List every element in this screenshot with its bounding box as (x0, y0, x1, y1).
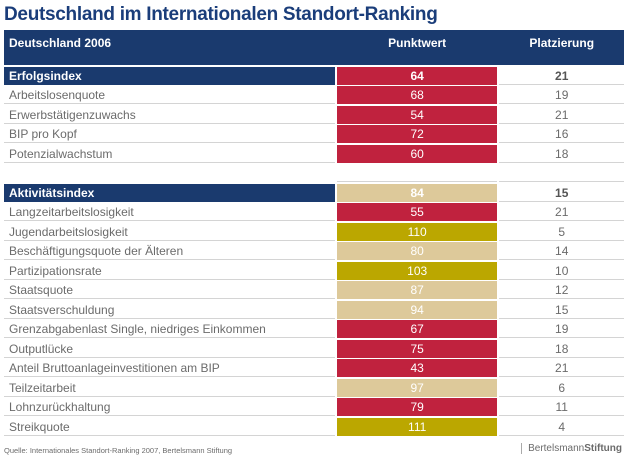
indicator-label: Outputlücke (4, 340, 335, 358)
indicator-score: 72 (336, 125, 498, 143)
table-body: Erfolgsindex 64 21 Arbeitslosenquote 68 19 Erw… (4, 66, 624, 436)
table-row: BIP pro Kopf 72 16 (4, 125, 624, 143)
indicator-rank: 21 (499, 106, 624, 124)
indicator-score: 43 (336, 359, 498, 377)
indicator-score: 111 (336, 417, 498, 436)
indicator-label: Streikquote (4, 418, 335, 436)
indicator-rank: 12 (499, 281, 624, 299)
indicator-rank: 18 (499, 145, 624, 163)
spacer-value (336, 164, 498, 182)
table-row: Staatsverschuldung 94 15 (4, 300, 624, 319)
indicator-rank: 21 (499, 359, 624, 377)
table-row: Jugendarbeitslosigkeit 110 5 (4, 222, 624, 241)
indicator-label: Arbeitslosenquote (4, 86, 335, 104)
indicator-label: Staatsverschuldung (4, 301, 335, 319)
table-row: Staatsquote 87 12 (4, 281, 624, 299)
indicator-rank: 18 (499, 340, 624, 358)
section-row: Aktivitätsindex 84 15 (4, 183, 624, 202)
bertelsmann-logo: BertelsmannStiftung (521, 443, 622, 454)
indicator-score: 97 (336, 378, 498, 397)
table-row: Streikquote 111 4 (4, 417, 624, 436)
indicator-score: 75 (336, 339, 498, 358)
indicator-rank: 16 (499, 125, 624, 143)
indicator-rank: 6 (499, 379, 624, 397)
indicator-label: BIP pro Kopf (4, 125, 335, 143)
header-score: Punktwert (388, 36, 447, 50)
indicator-label: Lohnzurückhaltung (4, 398, 335, 416)
indicator-score: 55 (336, 203, 498, 221)
indicator-rank: 4 (499, 418, 624, 436)
indicator-rank: 5 (499, 223, 624, 241)
indicator-score: 54 (336, 105, 498, 124)
indicator-rank: 21 (499, 203, 624, 221)
indicator-label: Potenzialwachstum (4, 145, 335, 163)
indicator-label: Teilzeitarbeit (4, 379, 335, 397)
section-label: Aktivitätsindex (4, 183, 335, 202)
logo-part-2: Stiftung (584, 443, 622, 454)
indicator-rank: 11 (499, 398, 624, 416)
header-country: Deutschland 2006 (9, 36, 112, 50)
indicator-rank: 14 (499, 242, 624, 260)
table-row: Outputlücke 75 18 (4, 339, 624, 358)
table-header: Deutschland 2006 Punktwert Platzierung (4, 30, 624, 65)
section-rank: 15 (499, 184, 624, 202)
spacer-row (4, 164, 624, 182)
table-row: Arbeitslosenquote 68 19 (4, 86, 624, 104)
indicator-score: 87 (336, 281, 498, 299)
indicator-label: Erwerbstätigenzuwachs (4, 106, 335, 124)
section-label: Erfolgsindex (4, 66, 335, 85)
page-title: Deutschland im Internationalen Standort-… (4, 4, 438, 25)
section-score: 64 (336, 66, 498, 85)
indicator-rank: 10 (499, 262, 624, 280)
spacer-label (4, 164, 335, 182)
logo-part-1: Bertelsmann (528, 443, 585, 454)
section-rank: 21 (499, 67, 624, 85)
indicator-label: Beschäftigungsquote der Älteren (4, 242, 335, 260)
indicator-score: 94 (336, 300, 498, 319)
indicator-rank: 19 (499, 320, 624, 338)
indicator-score: 68 (336, 86, 498, 104)
section-score: 84 (336, 183, 498, 202)
table-row: Lohnzurückhaltung 79 11 (4, 398, 624, 416)
indicator-label: Partizipationsrate (4, 262, 335, 280)
indicator-label: Grenzabgabenlast Single, niedriges Einko… (4, 320, 335, 338)
ranking-table: Deutschland 2006 Punktwert Platzierung E… (4, 30, 624, 436)
source-note: Quelle: Internationales Standort-Ranking… (4, 446, 233, 455)
table-row: Erwerbstätigenzuwachs 54 21 (4, 105, 624, 124)
indicator-label: Jugendarbeitslosigkeit (4, 223, 335, 241)
spacer-rank (499, 164, 624, 182)
indicator-score: 103 (336, 261, 498, 280)
table-row: Beschäftigungsquote der Älteren 80 14 (4, 242, 624, 260)
indicator-score: 79 (336, 398, 498, 416)
indicator-rank: 15 (499, 301, 624, 319)
table-row: Partizipationsrate 103 10 (4, 261, 624, 280)
table-row: Potenzialwachstum 60 18 (4, 144, 624, 163)
table-row: Teilzeitarbeit 97 6 (4, 378, 624, 397)
table-row: Langzeitarbeitslosigkeit 55 21 (4, 203, 624, 221)
header-rank: Platzierung (529, 36, 595, 50)
indicator-label: Staatsquote (4, 281, 335, 299)
indicator-score: 80 (336, 242, 498, 260)
indicator-score: 60 (336, 144, 498, 163)
indicator-label: Anteil Bruttoanlageinvestitionen am BIP (4, 359, 335, 377)
indicator-rank: 19 (499, 86, 624, 104)
table-row: Anteil Bruttoanlageinvestitionen am BIP 4… (4, 359, 624, 377)
table-row: Grenzabgabenlast Single, niedriges Einko… (4, 320, 624, 338)
indicator-score: 67 (336, 320, 498, 338)
indicator-label: Langzeitarbeitslosigkeit (4, 203, 335, 221)
indicator-score: 110 (336, 222, 498, 241)
section-row: Erfolgsindex 64 21 (4, 66, 624, 85)
